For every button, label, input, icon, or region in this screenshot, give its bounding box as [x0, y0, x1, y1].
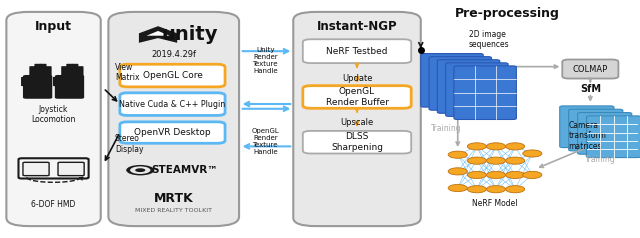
Circle shape	[506, 171, 525, 178]
Circle shape	[467, 171, 486, 178]
Circle shape	[486, 143, 506, 150]
FancyBboxPatch shape	[58, 162, 84, 176]
Circle shape	[126, 165, 154, 175]
FancyBboxPatch shape	[23, 162, 49, 176]
Circle shape	[467, 186, 486, 193]
Circle shape	[448, 168, 467, 175]
FancyBboxPatch shape	[120, 122, 225, 143]
FancyBboxPatch shape	[67, 64, 74, 77]
FancyBboxPatch shape	[437, 60, 500, 113]
FancyBboxPatch shape	[303, 86, 412, 108]
Text: unity: unity	[161, 25, 218, 44]
Circle shape	[506, 186, 525, 193]
FancyBboxPatch shape	[569, 109, 623, 151]
FancyBboxPatch shape	[29, 66, 36, 77]
Circle shape	[506, 157, 525, 164]
Text: Input: Input	[35, 20, 72, 33]
FancyBboxPatch shape	[40, 64, 47, 77]
Text: 2D image
sequences: 2D image sequences	[468, 30, 509, 49]
FancyBboxPatch shape	[61, 66, 68, 77]
Circle shape	[486, 171, 506, 178]
FancyBboxPatch shape	[454, 66, 516, 119]
Text: OpenGL
Render Buffer: OpenGL Render Buffer	[326, 87, 388, 107]
FancyBboxPatch shape	[53, 77, 61, 86]
Text: View
Matrix: View Matrix	[115, 63, 140, 82]
Circle shape	[486, 186, 506, 193]
FancyBboxPatch shape	[429, 57, 492, 110]
Polygon shape	[139, 26, 177, 43]
Text: OpenGL
Render
Texture
Handle: OpenGL Render Texture Handle	[252, 128, 279, 155]
Text: Training: Training	[431, 124, 461, 133]
Circle shape	[523, 150, 542, 157]
Text: Upscale: Upscale	[340, 118, 374, 127]
Text: MRTK: MRTK	[154, 192, 193, 205]
FancyBboxPatch shape	[303, 39, 412, 63]
FancyBboxPatch shape	[560, 106, 614, 148]
Polygon shape	[147, 31, 170, 36]
Text: Unity
Render
Texture
Handle: Unity Render Texture Handle	[252, 47, 278, 74]
Text: Joystick
Locomotion: Joystick Locomotion	[31, 104, 76, 124]
Text: Pre-processing: Pre-processing	[454, 7, 559, 20]
Text: STEAMVR™: STEAMVR™	[152, 165, 218, 175]
FancyBboxPatch shape	[120, 93, 225, 115]
Text: OpenGL Core: OpenGL Core	[143, 71, 202, 80]
FancyBboxPatch shape	[586, 116, 640, 158]
FancyBboxPatch shape	[293, 12, 420, 226]
FancyBboxPatch shape	[420, 54, 483, 107]
Text: Camera
transform
matrices: Camera transform matrices	[569, 121, 607, 151]
Text: DLSS
Sharpening: DLSS Sharpening	[331, 132, 383, 152]
Circle shape	[467, 143, 486, 150]
Circle shape	[135, 168, 145, 172]
Text: Training: Training	[585, 155, 616, 164]
FancyBboxPatch shape	[563, 60, 618, 79]
Text: Instant-NGP: Instant-NGP	[317, 20, 397, 33]
Text: NeRF Model: NeRF Model	[472, 199, 518, 208]
Text: Stereo
Display: Stereo Display	[115, 134, 143, 154]
FancyBboxPatch shape	[6, 12, 100, 226]
Text: Update: Update	[342, 74, 372, 83]
FancyBboxPatch shape	[108, 12, 239, 226]
FancyBboxPatch shape	[23, 75, 52, 99]
FancyBboxPatch shape	[21, 77, 29, 86]
Circle shape	[486, 157, 506, 164]
Text: COLMAP: COLMAP	[573, 64, 608, 74]
Text: SfM: SfM	[580, 84, 601, 94]
Text: 6-DOF HMD: 6-DOF HMD	[31, 200, 76, 209]
Circle shape	[467, 157, 486, 164]
FancyBboxPatch shape	[45, 66, 52, 77]
FancyBboxPatch shape	[72, 64, 79, 77]
Text: OpenVR Desktop: OpenVR Desktop	[134, 128, 211, 137]
Circle shape	[506, 143, 525, 150]
Text: MIXED REALITY TOOLKIT: MIXED REALITY TOOLKIT	[135, 208, 212, 213]
Text: Native Cuda & C++ Plugin: Native Cuda & C++ Plugin	[119, 99, 225, 109]
Text: 2019.4.29f: 2019.4.29f	[151, 50, 196, 59]
FancyBboxPatch shape	[120, 64, 225, 87]
Circle shape	[448, 151, 467, 158]
FancyBboxPatch shape	[303, 131, 412, 154]
Circle shape	[448, 184, 467, 192]
FancyBboxPatch shape	[35, 64, 42, 77]
Circle shape	[130, 166, 150, 174]
Circle shape	[523, 171, 542, 178]
FancyBboxPatch shape	[55, 75, 84, 99]
FancyBboxPatch shape	[577, 113, 632, 154]
Text: NeRF Testbed: NeRF Testbed	[326, 47, 388, 56]
FancyBboxPatch shape	[77, 66, 83, 77]
FancyBboxPatch shape	[445, 63, 508, 116]
